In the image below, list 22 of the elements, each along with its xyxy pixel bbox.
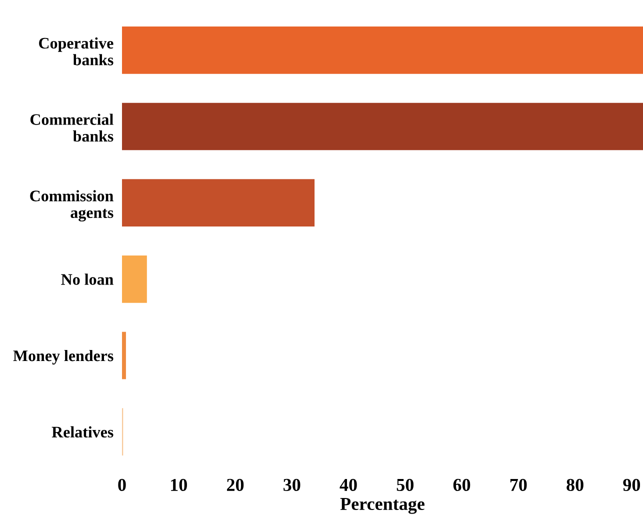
bar — [122, 26, 643, 74]
x-tick-label: 90 — [623, 478, 640, 492]
x-tick-label: 70 — [510, 478, 527, 492]
y-tick-label: No loan — [61, 274, 114, 285]
bar — [122, 332, 126, 380]
x-tick-label: 60 — [453, 478, 470, 492]
x-tick-label: 30 — [284, 478, 300, 492]
bar — [122, 179, 315, 226]
y-tick-label: Money lenders — [13, 350, 114, 364]
bar — [122, 256, 147, 303]
x-tick-label: 10 — [171, 478, 187, 492]
x-tick-label: 0 — [118, 478, 126, 492]
x-tick-label: 80 — [566, 478, 584, 492]
bar — [122, 102, 643, 150]
y-tick-label: Commission agents — [30, 190, 114, 222]
y-tick-label: Coperative banks — [39, 37, 114, 66]
y-tick-label: Commercial banks — [30, 114, 114, 142]
x-axis-title: Percentage — [340, 498, 424, 514]
x-tick-label: 40 — [340, 478, 357, 492]
x-tick-label: 20 — [226, 478, 244, 492]
x-tick-label: 50 — [396, 478, 414, 492]
y-tick-label: Relatives — [52, 426, 114, 438]
